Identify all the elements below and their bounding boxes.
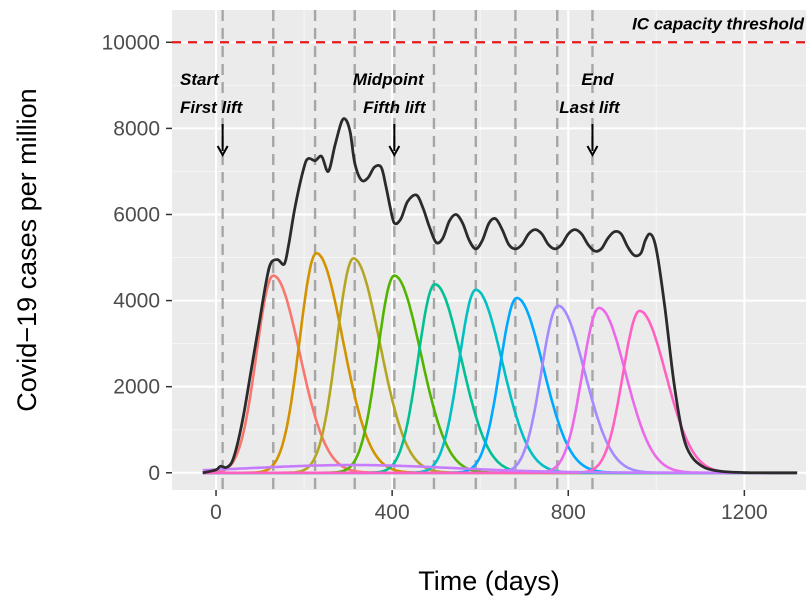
x-tick-label: 0 (210, 501, 222, 524)
annotation-arrow-head (388, 145, 401, 158)
threshold-label: IC capacity threshold (632, 14, 805, 33)
y-tick-label: 8000 (113, 117, 160, 140)
x-tick-label: 400 (375, 501, 410, 524)
grid-minor (172, 10, 806, 490)
total-line (202, 117, 798, 475)
y-axis-title: Covid−19 cases per million (12, 88, 42, 411)
annotation-midpoint: Midpoint Fifth lift (353, 70, 427, 158)
x-tick-marks (215, 490, 746, 496)
annotation-start: Start First lift (180, 70, 244, 158)
annotation-arrow-head (216, 145, 229, 158)
annotation-end-arrow (586, 124, 599, 158)
annotation-start-arrow (216, 124, 229, 158)
y-tick-label: 0 (148, 462, 160, 485)
annotation-end-line-1: End (581, 70, 614, 89)
y-tick-label: 2000 (113, 376, 160, 399)
annotation-midpoint-arrow (388, 124, 401, 158)
series-group (202, 251, 797, 475)
series-line-10 (202, 309, 797, 475)
annotation-start-line-1: Start (180, 70, 220, 89)
y-tick-marks (166, 41, 172, 474)
threshold-group: IC capacity threshold (172, 14, 806, 44)
y-axis: 0 2000 4000 6000 8000 10000 (102, 31, 172, 485)
x-axis-title: Time (days) (418, 566, 560, 596)
annotation-midpoint-line-2: Fifth lift (363, 98, 427, 117)
plot-panel (172, 10, 806, 490)
x-tick-label: 800 (551, 501, 586, 524)
baseline-line (202, 463, 795, 475)
annotation-start-line-2: First lift (180, 98, 244, 117)
x-axis: 0 400 800 1200 (210, 490, 768, 524)
annotation-arrow-head (586, 145, 599, 158)
y-tick-label: 6000 (113, 203, 160, 226)
annotation-midpoint-line-1: Midpoint (353, 70, 425, 89)
annotation-end: End Last lift (559, 70, 621, 158)
y-tick-label: 4000 (113, 290, 160, 313)
total-group (202, 117, 798, 475)
y-tick-label: 10000 (102, 31, 160, 54)
annotation-end-line-2: Last lift (559, 98, 621, 117)
x-tick-label: 1200 (721, 501, 768, 524)
